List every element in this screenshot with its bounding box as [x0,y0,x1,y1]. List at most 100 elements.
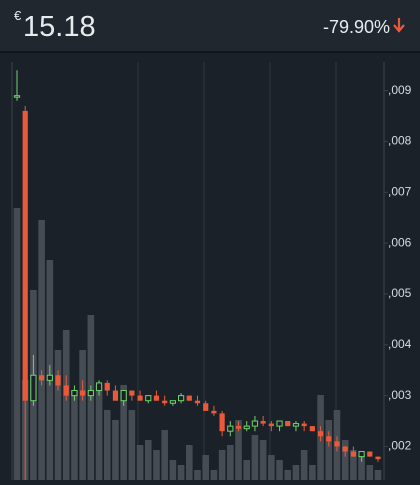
candle-body [358,451,365,458]
volume-bar [259,440,267,480]
plot-area: ,009 ,008 ,007 ,006 ,005 ,004 ,003 ,002 [11,62,412,480]
candle-body [137,395,143,401]
volume-bar [79,350,86,480]
candle-body [227,425,234,432]
price: 15.18 [23,11,96,43]
candle-body [129,390,135,396]
y-tick-label: ,005 [388,286,412,300]
series [13,70,382,480]
candle-body [104,382,110,391]
volume-bar [218,450,226,480]
y-tick-label: ,004 [388,337,412,351]
candle-body [268,423,274,427]
volume-bar [251,435,259,480]
candle-body [145,395,152,402]
candle-body [203,403,209,411]
down-arrow [393,18,405,33]
volume-bar [128,410,136,480]
y-tick-label: ,003 [388,388,412,402]
y-tick-label: ,009 [388,83,412,97]
volume-bar [13,208,21,480]
candle-body [285,421,291,427]
volume-bar [341,440,349,480]
candle-body [301,423,307,427]
candle-body [55,375,61,386]
candle-body [243,425,250,430]
volume-bar [169,460,177,480]
volume-bar [284,470,292,480]
volume-bar [235,420,242,480]
candle-body [46,374,53,381]
y-tick-label: ,007 [388,184,412,198]
volume-bar [161,430,168,480]
candle-body [80,390,86,396]
y-tick-label: ,002 [388,439,412,453]
candle-body [112,390,119,401]
volume-bar [54,350,62,480]
y-tick-label: ,008 [388,134,412,148]
candle-body [235,426,242,429]
candle-body [292,423,300,427]
price-change: -79.90% [323,17,390,37]
candle-body [71,390,78,397]
candle-body [63,385,69,396]
y-tick-label: ,006 [388,235,412,249]
candle-body [177,395,185,402]
candle-body [169,400,176,404]
volume-bar [350,450,357,480]
volume-bar [112,420,119,480]
volume-bar [268,455,275,480]
volume-bar [210,470,218,480]
volume-bar [62,330,70,480]
candle-body [260,421,266,424]
volume-bar [358,455,365,480]
volume-bar [177,465,185,480]
volume-bar [194,470,201,480]
candle-body [350,451,356,457]
volume-bar [292,465,300,480]
candle-body [375,456,381,460]
volume-bar [95,385,103,480]
candle-body [30,374,37,402]
volume-bar [185,445,193,480]
candle-body [367,451,373,457]
volume-bar [136,445,144,480]
candle-body [326,436,332,442]
candle-body [13,95,21,98]
currency-symbol: € [14,8,22,23]
candle-body [194,400,201,404]
volume-bar [38,220,45,480]
candle-body [87,390,94,397]
volume-bar [202,455,210,480]
candle-body [211,410,217,414]
header-bar [0,0,420,52]
candle-body [219,413,225,432]
volume-bar [309,465,316,480]
volume-bar [325,420,333,480]
volume-bar [227,445,234,480]
candle-body [39,375,45,381]
volume-bar [300,450,308,480]
volume-bar [374,470,382,480]
volume-bar [120,385,127,480]
candle-body [153,395,160,401]
candle-body [309,426,315,432]
candle-body [95,382,103,392]
candle-body [276,420,283,427]
volume-bar [366,465,374,480]
volume-bar [276,460,283,480]
candle-body [22,110,28,401]
volume-bar [71,390,78,480]
candle-body [162,400,168,404]
volume-bar [243,460,251,480]
candle-body [342,446,348,452]
candle-body [317,431,324,437]
candle-body [251,420,259,427]
volume-bar [153,450,160,480]
candle-body [120,390,127,402]
volume-bar [103,410,111,480]
candle-body [186,395,192,401]
